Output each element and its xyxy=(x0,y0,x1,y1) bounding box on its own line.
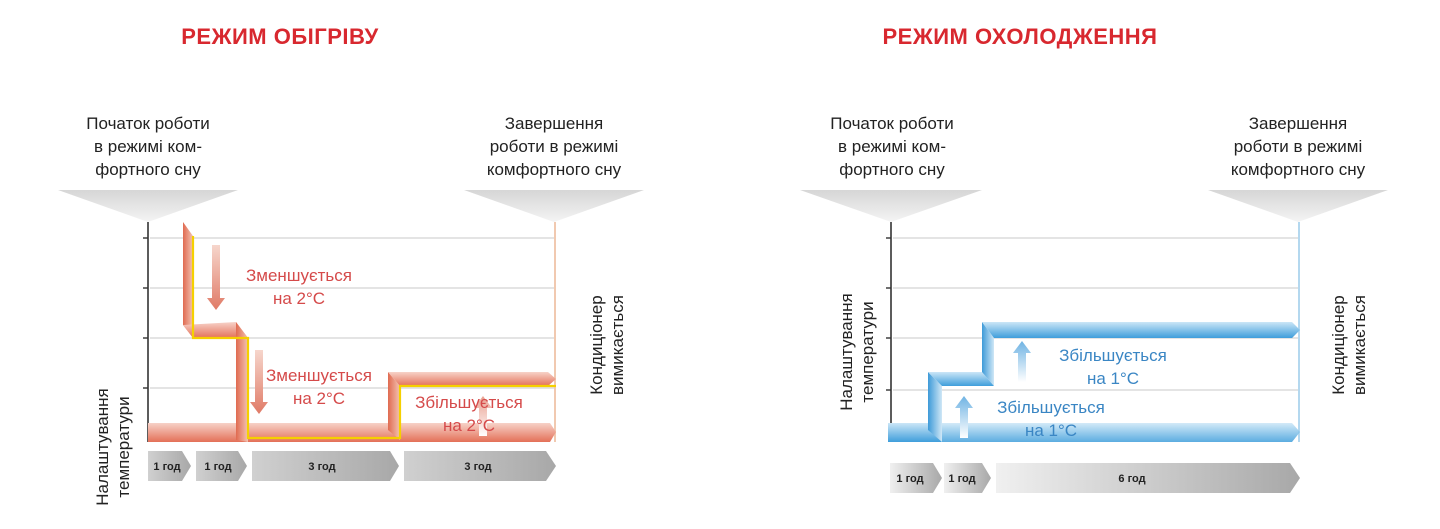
increase-note: Збільшується на 2°C xyxy=(415,393,523,435)
step-2-vertical xyxy=(982,322,994,386)
lower-band xyxy=(942,423,1300,442)
cooling-panel: РЕЖИМ ОХОЛОДЖЕННЯ xyxy=(720,0,1440,529)
time-label: 1 год xyxy=(948,473,975,485)
step-2-vertical xyxy=(236,322,248,442)
increase-arrow-1 xyxy=(955,396,973,438)
end-caption: Завершення роботи в режимі комфортного с… xyxy=(1230,114,1366,179)
increase-arrow-2 xyxy=(1013,341,1031,382)
step-2-horizontal xyxy=(982,322,1300,338)
step-1-horizontal xyxy=(183,322,248,338)
start-caption: Початок роботи в режимі ком- фортного сн… xyxy=(86,114,210,179)
time-label: 1 год xyxy=(896,473,923,485)
increase-arrow xyxy=(474,396,492,436)
cooling-title: РЕЖИМ ОХОЛОДЖЕННЯ xyxy=(882,24,1158,49)
end-pointer xyxy=(1208,190,1388,222)
step-1-vertical xyxy=(928,372,942,442)
step-1-horizontal xyxy=(928,372,994,386)
y-axis-label: Налаштування температури xyxy=(837,293,877,411)
start-pointer xyxy=(58,190,238,222)
start-pointer xyxy=(800,190,982,222)
time-label: 1 год xyxy=(153,461,180,473)
increase-note-1: Збільшується на 1°C xyxy=(997,398,1105,440)
decrease-note-1: Зменшується на 2°C xyxy=(246,266,352,308)
decrease-arrow-2 xyxy=(250,350,268,414)
time-axis: 1 год 1 год 6 год xyxy=(890,463,1300,493)
time-label: 1 год xyxy=(204,461,231,473)
decrease-arrow-1 xyxy=(207,245,225,310)
y-axis-label: Налаштування температури xyxy=(93,388,133,506)
step-3-horizontal xyxy=(388,372,556,386)
off-label: Кондиціонер вимикається xyxy=(587,295,627,395)
time-label: 3 год xyxy=(464,461,491,473)
decrease-note-2: Зменшується на 2°C xyxy=(266,366,372,408)
cooling-diagram: 1 год 1 год 6 год xyxy=(800,190,1388,493)
end-caption: Завершення роботи в режимі комфортного с… xyxy=(486,114,622,179)
end-pointer xyxy=(464,190,644,222)
start-caption: Початок роботи в режимі ком- фортного сн… xyxy=(830,114,954,179)
step-1-vertical xyxy=(183,222,193,338)
setpoint-line xyxy=(191,236,556,440)
time-label: 3 год xyxy=(308,461,335,473)
time-label: 6 год xyxy=(1118,473,1145,485)
step-3-vertical xyxy=(388,372,400,440)
heating-panel: РЕЖИМ ОБІГРІВУ xyxy=(58,24,644,506)
time-axis: 1 год 1 год 3 год 3 год xyxy=(148,451,556,481)
heating-diagram: 1 год 1 год 3 год 3 год xyxy=(58,190,644,481)
heating-title: РЕЖИМ ОБІГРІВУ xyxy=(181,24,379,49)
off-label: Кондиціонер вимикається xyxy=(1329,295,1369,395)
increase-note-2: Збільшується на 1°C xyxy=(1059,346,1167,388)
